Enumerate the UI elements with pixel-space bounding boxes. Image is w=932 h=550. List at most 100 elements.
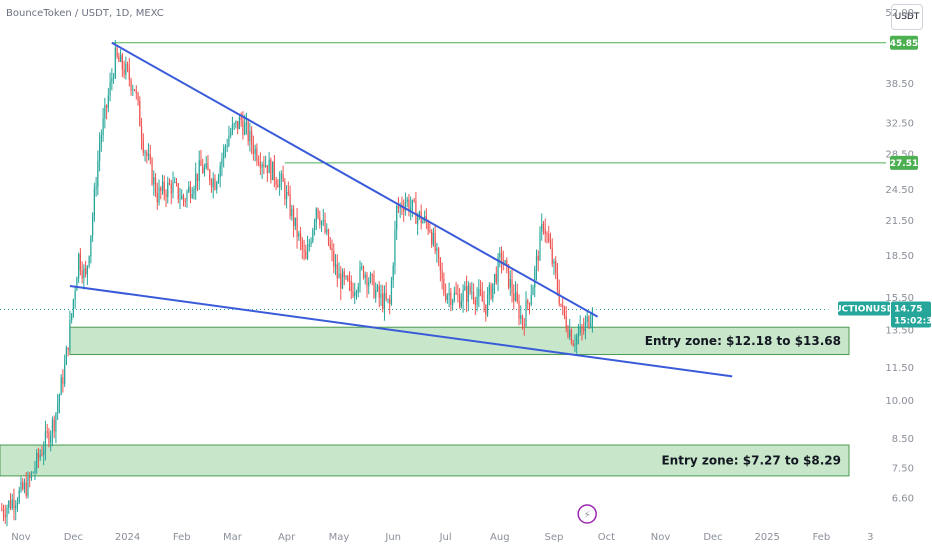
candle-body — [291, 208, 293, 217]
y-tick-label: 38.50 — [885, 79, 914, 90]
candle-body — [315, 208, 317, 222]
candle-body — [193, 189, 195, 195]
candle-body — [390, 280, 393, 304]
candle-body — [11, 499, 13, 509]
candle-body — [258, 161, 260, 164]
candle-body — [245, 121, 248, 124]
y-tick-label: 52.00 — [885, 8, 914, 19]
x-tick-label: Jun — [384, 532, 401, 543]
candle-body — [361, 266, 363, 268]
candle-body — [572, 343, 574, 346]
candle-body — [303, 249, 305, 252]
candle-body — [13, 499, 15, 509]
candle-body — [104, 105, 106, 119]
candle-body — [485, 304, 487, 315]
candle-body — [50, 434, 52, 444]
y-tick-label: 28.50 — [885, 150, 914, 161]
lower-trendline — [69, 285, 733, 378]
price-tag-text: 14.75 — [894, 305, 922, 315]
candle-body — [306, 247, 309, 259]
candle-body — [102, 118, 104, 136]
candle-body — [22, 481, 24, 490]
x-tick-label: Feb — [812, 532, 830, 543]
candle-body — [333, 250, 335, 267]
candle-body — [366, 274, 368, 287]
candle-body — [348, 280, 351, 282]
candle-body — [247, 121, 249, 142]
candle-body — [382, 293, 384, 310]
candle-body — [130, 79, 132, 90]
candle-body — [500, 253, 503, 262]
candle-body — [534, 269, 536, 288]
candle-body — [67, 347, 69, 350]
candle-body — [142, 139, 144, 153]
candle-body — [432, 232, 435, 245]
candle-body — [439, 257, 441, 271]
candle-body — [299, 233, 302, 241]
candle-body — [305, 251, 307, 259]
entry-zone-lower-label: Entry zone: $7.27 to $8.29 — [661, 453, 841, 467]
candle-body — [373, 275, 375, 298]
lightning-glyph: ⚡ — [584, 510, 591, 521]
candle-body — [397, 206, 400, 209]
x-tick-label: Nov — [11, 532, 31, 543]
x-tick-label: Dec — [703, 532, 722, 543]
candle-body — [406, 199, 408, 203]
candle-body — [588, 316, 590, 327]
candle-body — [523, 324, 525, 326]
candle-body — [210, 181, 213, 187]
candle-body — [418, 211, 421, 217]
candle-body — [181, 195, 183, 200]
candle-body — [244, 123, 246, 135]
y-tick-label: 6.60 — [892, 494, 914, 505]
candle-body — [338, 273, 340, 279]
candle-body — [537, 255, 539, 261]
candle-body — [383, 292, 386, 310]
candle-body — [570, 330, 573, 344]
x-tick-label: Aug — [490, 532, 510, 543]
candle-body — [32, 472, 34, 474]
candle-body — [177, 183, 179, 200]
candle-body — [186, 191, 188, 201]
candle-body — [584, 321, 587, 332]
candle-body — [368, 281, 370, 287]
candle-body — [450, 292, 452, 305]
candle-body — [417, 216, 419, 224]
candle-body — [465, 286, 468, 302]
candle-body — [221, 158, 223, 166]
candle-body — [546, 234, 548, 236]
candle-body — [513, 293, 515, 301]
candle-body — [53, 419, 55, 432]
candle-body — [535, 255, 538, 270]
candle-body — [396, 206, 398, 230]
candle-body — [525, 300, 527, 326]
candle-body — [560, 303, 562, 306]
candle-body — [574, 344, 576, 346]
candle-body — [544, 228, 546, 235]
candle-body — [492, 283, 494, 299]
candle-body — [284, 181, 286, 200]
candle-body — [516, 292, 518, 302]
candle-body — [326, 229, 328, 233]
candle-body — [488, 284, 490, 295]
lightning-event-icon[interactable] — [577, 504, 597, 524]
candle-body — [69, 320, 71, 350]
candle-body — [497, 257, 499, 283]
candle-body — [64, 364, 66, 385]
candle-body — [252, 144, 255, 154]
candle-body — [112, 77, 115, 79]
candle-body — [555, 260, 557, 273]
candle-body — [216, 182, 218, 190]
currency-button[interactable]: USDT — [891, 4, 923, 30]
candle-body — [2, 509, 5, 516]
candle-body — [72, 299, 75, 314]
candle-body — [518, 301, 520, 319]
candle-body — [170, 184, 172, 194]
candle-body — [202, 165, 204, 174]
candle-body — [168, 182, 171, 185]
candle-body — [268, 159, 270, 174]
candle-body — [341, 271, 344, 289]
x-tick-label: Apr — [278, 532, 296, 543]
candle-body — [203, 167, 206, 174]
